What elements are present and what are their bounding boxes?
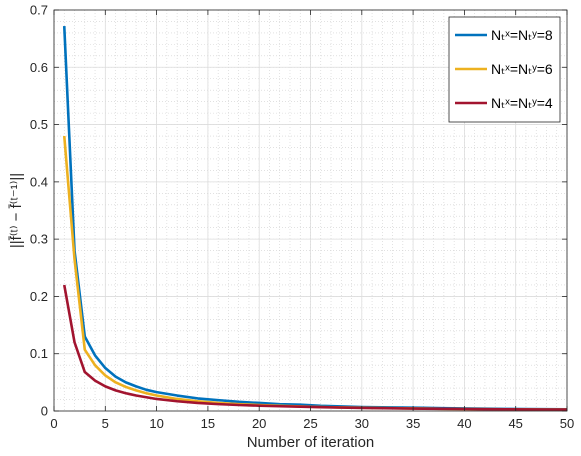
- y-tick-label: 0.6: [30, 60, 48, 75]
- x-tick-label: 30: [355, 416, 369, 431]
- x-tick-label: 25: [303, 416, 317, 431]
- x-tick-label: 0: [50, 416, 57, 431]
- legend: Nₜˣ=Nₜʸ=8 Nₜˣ=Nₜʸ=6 Nₜˣ=Nₜʸ=4: [448, 16, 561, 123]
- series-line-3: [62, 284, 568, 411]
- y-tick-label: 0: [41, 404, 48, 419]
- y-axis-label: ||f̄⁽ᵗ⁾ − f̄⁽ᵗ⁻¹⁾||: [8, 173, 25, 248]
- y-tick-label: 0.7: [30, 3, 48, 18]
- legend-entry-2: Nₜˣ=Nₜʸ=6: [491, 61, 553, 77]
- x-tick-label: 5: [102, 416, 109, 431]
- x-tick-label: 40: [457, 416, 471, 431]
- x-tick-label: 15: [201, 416, 215, 431]
- x-axis-label: Number of iteration: [247, 434, 375, 451]
- x-tick-label: 45: [508, 416, 522, 431]
- axis-ticks: [53, 9, 568, 412]
- y-tick-label: 0.1: [30, 346, 48, 361]
- series-layer: [62, 25, 568, 411]
- tick-labels: 0 5 10 15 20 25 30 35 40 45 50 0 0.1 0.2 0.3 0.4 0.5 0.6 0…: [30, 3, 574, 432]
- y-tick-label: 0.3: [30, 232, 48, 247]
- legend-entry-1: Nₜˣ=Nₜʸ=8: [491, 27, 553, 43]
- y-tick-label: 0.4: [30, 174, 48, 189]
- x-tick-label: 35: [406, 416, 420, 431]
- y-tick-label: 0.5: [30, 117, 48, 132]
- legend-entry-3: Nₜˣ=Nₜʸ=4: [491, 95, 553, 111]
- x-tick-label: 10: [149, 416, 163, 431]
- x-tick-label: 50: [560, 416, 574, 431]
- y-tick-label: 0.2: [30, 289, 48, 304]
- x-tick-label: 20: [252, 416, 266, 431]
